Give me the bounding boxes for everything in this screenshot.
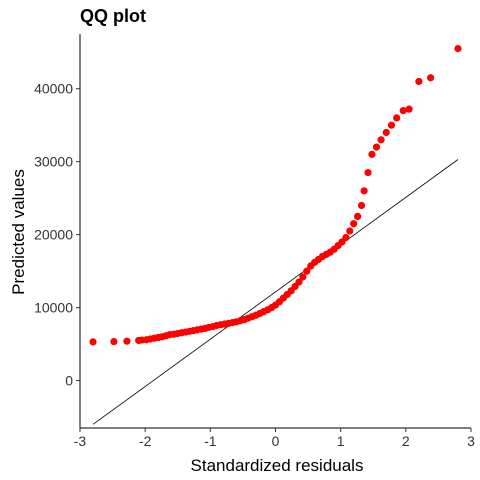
x-axis-label: Standardized residuals — [191, 456, 364, 475]
points-group — [89, 44, 462, 346]
data-point — [123, 337, 131, 345]
data-point — [399, 107, 407, 115]
data-point — [454, 44, 462, 53]
data-point — [393, 114, 401, 122]
data-point — [382, 128, 390, 137]
axes: -3 -2 -1 0 1 2 3 0 10000 20000 30000 40000 — [34, 34, 475, 449]
data-point — [303, 267, 311, 275]
y-tick-label: 20000 — [34, 227, 73, 243]
reference-line-group — [92, 159, 459, 425]
y-tick-label: 0 — [65, 373, 73, 389]
data-point — [346, 227, 354, 235]
x-tick-label: 3 — [467, 433, 475, 449]
data-point — [377, 136, 385, 144]
x-tick-label: -3 — [74, 433, 87, 449]
x-tick-label: 0 — [272, 433, 280, 449]
x-tick-label: -1 — [204, 433, 217, 449]
data-point — [372, 143, 381, 151]
data-point — [387, 121, 396, 129]
data-point — [342, 233, 350, 242]
data-point — [357, 201, 366, 210]
y-tick-label: 40000 — [34, 81, 73, 97]
data-point — [364, 169, 372, 177]
data-point — [405, 105, 413, 113]
x-tick-label: 2 — [402, 433, 410, 449]
x-tick-label: 1 — [337, 433, 345, 449]
y-tick-label: 10000 — [34, 300, 73, 316]
data-point — [415, 77, 423, 86]
chart-title: QQ plot — [80, 6, 146, 26]
data-point — [350, 220, 358, 228]
data-point — [426, 74, 435, 82]
data-point — [299, 273, 307, 281]
y-tick-label: 30000 — [34, 154, 73, 170]
y-axis-label: Predicted values — [9, 169, 28, 295]
data-point — [354, 212, 362, 221]
data-point — [110, 337, 118, 346]
x-tick-label: -2 — [139, 433, 152, 449]
data-point — [295, 278, 303, 286]
data-point — [360, 187, 368, 195]
data-point — [368, 150, 376, 158]
qq-reference-line — [92, 159, 459, 425]
data-point — [89, 338, 97, 346]
